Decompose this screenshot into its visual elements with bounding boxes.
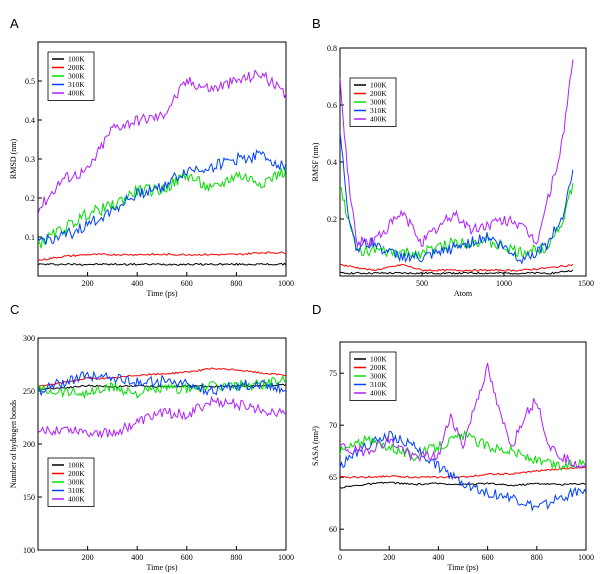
- legend-entry: 310K: [370, 380, 387, 389]
- x-axis-label: Time (ps): [146, 289, 177, 298]
- y-tick-label: 0.4: [327, 158, 337, 167]
- series-line-100K: [38, 262, 286, 266]
- panel-b: B 500 1000 1500 0.2 0.4 0.6 0.8 Atom RMSF (nm) 100…: [311, 16, 594, 298]
- x-tick-label: 800: [230, 279, 242, 288]
- legend-entry: 400K: [370, 389, 387, 398]
- y-tick-label: 300: [23, 334, 35, 343]
- y-tick-label: 0.8: [327, 44, 337, 53]
- legend-entry: 300K: [68, 72, 85, 81]
- legend-entry: 400K: [68, 89, 85, 98]
- series-line-300K: [340, 429, 586, 471]
- y-tick-label: 65: [329, 473, 337, 482]
- legend-entry: 400K: [68, 495, 85, 504]
- legend-entry: 100K: [370, 81, 387, 90]
- series-line-300K: [340, 183, 574, 259]
- series-line-200K: [38, 251, 286, 262]
- x-tick-label: 800: [531, 553, 543, 562]
- series-line-310K: [340, 430, 586, 512]
- y-tick-label: 250: [23, 387, 35, 396]
- y-axis-label: Number of hydrogen bonds: [9, 400, 18, 488]
- legend-entry: 100K: [370, 355, 387, 364]
- y-tick-label: 0.5: [25, 77, 35, 86]
- x-tick-label: 1000: [278, 553, 294, 562]
- legend-entry: 100K: [68, 55, 85, 64]
- y-tick-label: 0.4: [25, 116, 35, 125]
- plot-frame: [37, 337, 287, 551]
- legend-entry: 300K: [370, 98, 387, 107]
- y-axis-label: SASA (nm²): [311, 426, 320, 466]
- panel-label: B: [312, 16, 321, 31]
- y-tick-label: 0.3: [25, 155, 35, 164]
- y-tick-label: 0.1: [25, 233, 35, 242]
- x-tick-label: 600: [482, 553, 494, 562]
- legend-entry: 200K: [68, 469, 85, 478]
- legend-entry: 400K: [370, 115, 387, 124]
- x-tick-label: 200: [383, 553, 395, 562]
- series-line-100K: [340, 481, 586, 489]
- y-tick-label: 75: [329, 369, 337, 378]
- plot-frame: [339, 341, 587, 551]
- series-line-400K: [38, 69, 286, 216]
- legend-entry: 310K: [68, 80, 85, 89]
- legend-entry: 300K: [68, 478, 85, 487]
- y-tick-label: 60: [329, 525, 337, 534]
- series-line-400K: [340, 362, 586, 469]
- y-tick-label: 0.2: [25, 194, 35, 203]
- y-axis-label: RMSF (nm): [311, 142, 320, 181]
- panel-c: C 200 400 600 800 1000 100 150 200 250 300 Time (ps…: [9, 302, 294, 572]
- legend-entry: 200K: [370, 89, 387, 98]
- legend-entry: 100K: [68, 461, 85, 470]
- y-tick-label: 0.6: [327, 101, 337, 110]
- series-line-300K: [38, 165, 286, 249]
- x-tick-label: 1500: [578, 279, 594, 288]
- x-tick-label: 800: [230, 553, 242, 562]
- panel-label: C: [10, 302, 19, 317]
- y-axis-label: RMSD (nm): [9, 139, 18, 180]
- series-line-400K: [340, 59, 574, 249]
- x-tick-label: 1000: [278, 279, 294, 288]
- series-line-310K: [38, 370, 286, 397]
- y-tick-label: 70: [329, 421, 337, 430]
- x-tick-label: 600: [181, 553, 193, 562]
- panel-label: A: [10, 16, 19, 31]
- x-axis-label: Atom: [454, 289, 473, 298]
- series-line-200K: [340, 263, 574, 272]
- x-tick-label: 0: [338, 553, 342, 562]
- x-tick-label: 400: [131, 279, 143, 288]
- x-tick-label: 1000: [578, 553, 594, 562]
- legend-entry: 200K: [68, 63, 85, 72]
- panel-d: D 0 200 400 600 800 1000 60 65 70 75 Time (ps) SASA …: [311, 302, 594, 572]
- legend-entry: 310K: [68, 486, 85, 495]
- x-tick-label: 200: [82, 279, 94, 288]
- y-tick-label: 200: [23, 440, 35, 449]
- x-tick-label: 500: [416, 279, 428, 288]
- x-tick-label: 1000: [496, 279, 512, 288]
- x-tick-label: 400: [432, 553, 444, 562]
- y-tick-label: 100: [23, 546, 35, 555]
- series-line-310K: [340, 131, 574, 265]
- series-line-300K: [38, 374, 286, 399]
- series-line-400K: [38, 395, 286, 439]
- x-tick-label: 600: [181, 279, 193, 288]
- x-axis-label: Time (ps): [146, 563, 177, 572]
- legend-entry: 300K: [370, 372, 387, 381]
- y-tick-label: 150: [23, 493, 35, 502]
- series-line-200K: [340, 466, 586, 479]
- panel-label: D: [312, 302, 321, 317]
- x-tick-label: 400: [131, 553, 143, 562]
- series-line-310K: [38, 149, 286, 245]
- x-tick-label: 200: [82, 553, 94, 562]
- y-tick-label: 0.2: [327, 215, 337, 224]
- legend-entry: 310K: [370, 106, 387, 115]
- panel-a: A 200 400 600 800 1000 0.1 0.2 0.3 0.4 0.5 Time (ps…: [9, 16, 294, 298]
- legend-entry: 200K: [370, 363, 387, 372]
- series-line-100K: [340, 269, 574, 275]
- x-axis-label: Time (ps): [447, 563, 478, 572]
